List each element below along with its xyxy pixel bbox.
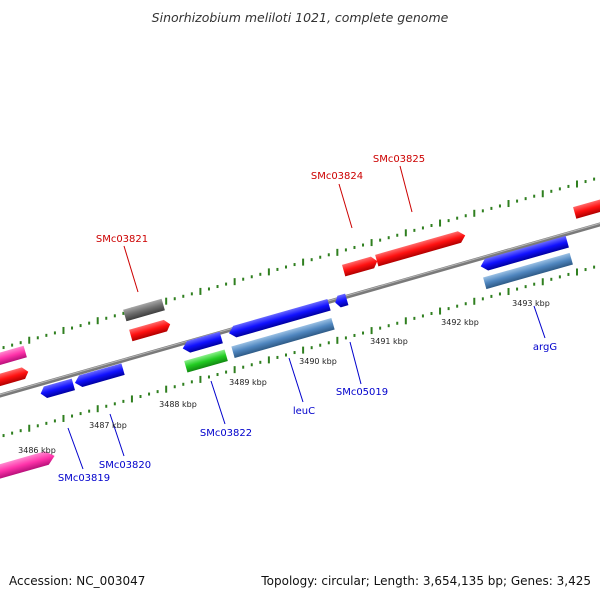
gene-SMc03822-blue[interactable]: [181, 331, 223, 354]
gene-leuC[interactable]: [227, 298, 331, 339]
gene-label-leuC[interactable]: leuC: [293, 406, 315, 417]
kbp-tick-labels: 3486 kbp 3487 kbp 3488 kbp 3489 kbp 3490…: [18, 299, 550, 455]
gene-leuC-cds[interactable]: [231, 317, 335, 359]
gene-red-right-partial[interactable]: [573, 194, 600, 219]
label-leaders: [67, 165, 546, 470]
gene-red-right-group: [573, 194, 600, 219]
tick-label-3492: 3492 kbp: [441, 318, 479, 327]
gene-argG-cds[interactable]: [483, 252, 573, 290]
forward-tick-track: [2, 177, 596, 350]
tick-label-3486: 3486 kbp: [18, 446, 56, 455]
gene-label-SMc03820[interactable]: SMc03820: [99, 460, 151, 471]
gene-SMc03821-b[interactable]: [129, 318, 172, 342]
gene-leuC-group: [227, 298, 331, 339]
tick-label-3488: 3488 kbp: [159, 400, 197, 409]
leader-SMc03824: [338, 183, 353, 229]
gene-pink-left-group: [0, 345, 27, 371]
gene-pink-partial[interactable]: [0, 449, 56, 481]
gene-SMc03822-blue-group: [181, 331, 223, 354]
gene-SMc03824[interactable]: [342, 255, 379, 277]
leader-leuC: [288, 357, 304, 403]
gene-SMc05019[interactable]: [334, 293, 349, 309]
leader-SMc03822: [210, 380, 226, 425]
gene-red-left-partial[interactable]: [0, 366, 30, 391]
topology-text: Topology: circular; Length: 3,654,135 bp…: [261, 574, 591, 588]
map-title: Sinorhizobium meliloti 1021, complete ge…: [151, 10, 449, 25]
gene-label-SMc03822[interactable]: SMc03822: [200, 428, 252, 439]
gene-SMc03824-group: [342, 255, 379, 277]
gene-label-SMc03819[interactable]: SMc03819: [58, 473, 110, 484]
gene-SMc03822-green[interactable]: [184, 349, 228, 373]
reverse-tick-track: [2, 265, 596, 438]
leader-SMc03819: [67, 427, 84, 470]
tick-label-3489: 3489 kbp: [229, 378, 267, 387]
leader-SMc05019: [349, 341, 362, 385]
tick-label-3490: 3490 kbp: [299, 357, 337, 366]
gene-SMc03820[interactable]: [73, 363, 125, 388]
gene-label-SMc03825[interactable]: SMc03825: [373, 154, 425, 165]
tick-label-3487: 3487 kbp: [89, 421, 127, 430]
gene-SMc03819[interactable]: [39, 378, 75, 400]
gene-SMc05019-group: [334, 293, 349, 309]
gene-label-SMc03824[interactable]: SMc03824: [311, 171, 363, 182]
leader-SMc03821: [123, 245, 139, 293]
forward-gene-track: [0, 449, 56, 481]
gene-argG-cds-group: [483, 252, 573, 290]
gene-SMc03822-green-group: [184, 349, 228, 373]
gene-red-left-group: [0, 366, 30, 391]
gene-leuC-cds-group: [231, 317, 335, 359]
leader-SMc03820: [109, 413, 125, 457]
tick-label-3493: 3493 kbp: [512, 299, 550, 308]
gene-SMc03819-group: [39, 378, 75, 400]
gene-SMc03825[interactable]: [375, 230, 467, 267]
accession-text: Accession: NC_003047: [9, 574, 146, 588]
leader-argG: [533, 305, 546, 339]
gene-argG-group: [479, 235, 569, 272]
gene-pink-left[interactable]: [0, 345, 27, 371]
gene-SMc03821-b-group: [129, 318, 172, 342]
gene-SMc03825-group: [375, 230, 467, 267]
gene-SMc03820-group: [73, 363, 125, 388]
leader-SMc03825: [399, 165, 413, 213]
gene-SMc03821-a[interactable]: [123, 298, 165, 322]
gene-argG[interactable]: [479, 235, 569, 272]
gene-labels: SMc03825 SMc03824 SMc03821 SMc03822 leuC…: [58, 154, 557, 484]
gene-label-SMc03821[interactable]: SMc03821: [96, 234, 148, 245]
tick-label-3491: 3491 kbp: [370, 337, 408, 346]
gene-SMc03821-a-group: [123, 298, 165, 322]
gene-label-SMc05019[interactable]: SMc05019: [336, 387, 388, 398]
gene-label-argG[interactable]: argG: [533, 342, 557, 353]
